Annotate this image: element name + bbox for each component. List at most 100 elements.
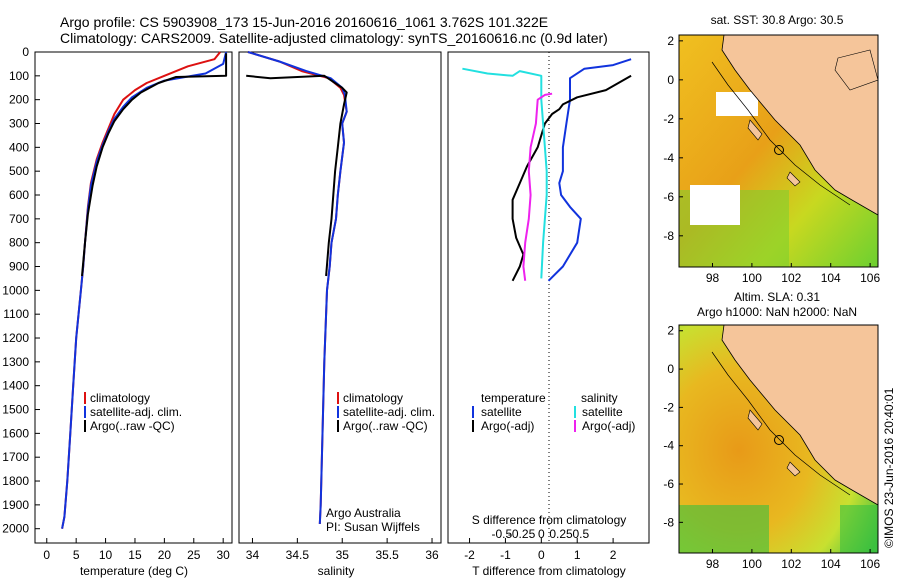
s-tick-label: -0.25 bbox=[508, 527, 536, 541]
x-tick-label: 34.5 bbox=[286, 548, 310, 562]
lat-tick-label: -4 bbox=[663, 151, 674, 165]
legend-label-argo: Argo(..raw -QC) bbox=[343, 419, 428, 433]
legend-label-argo: Argo(..raw -QC) bbox=[90, 419, 175, 433]
legend-label-climatology: climatology bbox=[343, 391, 403, 405]
x-tick-label: 2 bbox=[610, 548, 617, 562]
lat-tick-label: 2 bbox=[667, 324, 674, 338]
difference-series bbox=[462, 58, 632, 282]
lat-tick-label: 2 bbox=[667, 34, 674, 48]
temperature-series bbox=[61, 51, 228, 529]
temperature-xlabel: temperature (deg C) bbox=[80, 564, 188, 578]
pi-note: PI: Susan Wijffels bbox=[326, 520, 420, 534]
argo-position-marker bbox=[774, 145, 784, 155]
series-line-0 bbox=[547, 58, 632, 282]
lon-tick-label: 102 bbox=[781, 271, 801, 285]
lon-tick-label: 106 bbox=[860, 557, 880, 571]
lat-tick-label: -2 bbox=[663, 400, 674, 414]
legend-label-satellite: satellite-adj. clim. bbox=[90, 405, 182, 419]
s-tick-label: 0.25 bbox=[549, 527, 573, 541]
isobath-contour bbox=[711, 61, 851, 206]
depth-tick-label: 1500 bbox=[2, 403, 29, 417]
sst-missing-patch bbox=[716, 92, 758, 116]
legend-label-climatology: climatology bbox=[90, 391, 150, 405]
depth-tick-label: 500 bbox=[9, 164, 29, 178]
sst-map bbox=[679, 35, 878, 267]
legend-label-satellite: satellite-adj. clim. bbox=[343, 405, 435, 419]
depth-tick-label: 1300 bbox=[2, 355, 29, 369]
depth-tick-label: 600 bbox=[9, 188, 29, 202]
sla-map-title2: Argo h1000: NaN h2000: NaN bbox=[697, 305, 857, 319]
depth-tick-label: 1200 bbox=[2, 331, 29, 345]
legend-label-temp-argo: Argo(-adj) bbox=[481, 419, 534, 433]
depth-tick-label: 1000 bbox=[2, 283, 29, 297]
series-line-0 bbox=[247, 51, 348, 524]
series-line-0 bbox=[61, 51, 221, 529]
legend-label-sal-satellite: satellite bbox=[582, 405, 623, 419]
sla-map-axes: 98 100 102 104 106 2 0 -2 -4 -6 -8 bbox=[663, 324, 880, 571]
legend-title-salinity: salinity bbox=[581, 391, 618, 405]
x-tick-label: 20 bbox=[158, 548, 172, 562]
land-mass-island bbox=[834, 49, 878, 91]
salinity-x-axis: 34 34.5 35 35.5 36 bbox=[246, 538, 439, 562]
lat-tick-label: 0 bbox=[667, 73, 674, 87]
series-line-1 bbox=[247, 51, 348, 524]
difference-legend: temperature salinity satellite Argo(-adj… bbox=[472, 391, 635, 433]
small-island bbox=[786, 171, 801, 187]
salinity-legend: climatology satellite-adj. clim. Argo(..… bbox=[337, 391, 435, 433]
x-tick-label: 10 bbox=[99, 548, 113, 562]
isobath-contour bbox=[711, 351, 851, 496]
legend-label-sal-argo: Argo(-adj) bbox=[582, 419, 635, 433]
series-line-2 bbox=[246, 74, 348, 277]
series-line-1 bbox=[61, 51, 228, 529]
lon-tick-label: 102 bbox=[781, 557, 801, 571]
lon-tick-label: 98 bbox=[706, 557, 720, 571]
series-line-2 bbox=[462, 67, 548, 279]
series-line-1 bbox=[511, 74, 632, 282]
lon-tick-label: 106 bbox=[860, 271, 880, 285]
depth-tick-label: 2000 bbox=[2, 522, 29, 536]
depth-tick-label: 800 bbox=[9, 236, 29, 250]
header-line1: Argo profile: CS 5903908_173 15-Jun-2016… bbox=[60, 14, 548, 30]
lat-tick-label: -4 bbox=[663, 439, 674, 453]
lon-tick-label: 104 bbox=[821, 271, 841, 285]
x-tick-label: 36 bbox=[425, 548, 439, 562]
small-island bbox=[747, 119, 763, 141]
series-line-3 bbox=[522, 92, 553, 281]
temperature-panel-frame bbox=[34, 51, 233, 544]
x-tick-label: 15 bbox=[128, 548, 142, 562]
x-tick-label: 34 bbox=[246, 548, 260, 562]
depth-tick-label: 900 bbox=[9, 260, 29, 274]
x-tick-label: 0 bbox=[43, 548, 50, 562]
depth-tick-label: 1100 bbox=[3, 307, 29, 321]
small-island bbox=[747, 409, 763, 431]
depth-tick-label: 0 bbox=[22, 45, 29, 59]
argo-australia-note: Argo Australia bbox=[326, 506, 401, 520]
salinity-xlabel: salinity bbox=[318, 564, 355, 578]
x-tick-label: 5 bbox=[73, 548, 80, 562]
lat-tick-label: -8 bbox=[663, 229, 674, 243]
lon-tick-label: 104 bbox=[821, 557, 841, 571]
temperature-legend: climatology satellite-adj. clim. Argo(..… bbox=[84, 391, 182, 433]
lat-tick-label: -2 bbox=[663, 112, 674, 126]
sst-map-frame bbox=[678, 34, 879, 268]
depth-tick-label: 100 bbox=[9, 69, 29, 83]
s-tick-label: -0.5 bbox=[491, 527, 512, 541]
depth-tick-label: 700 bbox=[9, 212, 29, 226]
s-difference-ticks: -0.5-0.25 0 0.25 0.5 bbox=[491, 527, 589, 541]
t-difference-xlabel: T difference from climatology bbox=[472, 564, 626, 578]
salinity-series bbox=[246, 51, 348, 524]
x-tick-label: 0 bbox=[538, 548, 545, 562]
land-mass bbox=[721, 35, 878, 216]
x-tick-label: -1 bbox=[500, 548, 511, 562]
sst-map-axes: 98 100 102 104 106 2 0 -2 -4 -6 -8 bbox=[663, 34, 880, 285]
depth-tick-label: 1800 bbox=[2, 474, 29, 488]
sla-map bbox=[679, 325, 878, 553]
x-tick-label: -2 bbox=[464, 548, 475, 562]
depth-tick-label: 300 bbox=[9, 117, 29, 131]
s-tick-label: 0.5 bbox=[572, 527, 589, 541]
difference-x-axis: -2 -1 0 1 2 bbox=[464, 538, 617, 562]
lon-tick-label: 98 bbox=[706, 271, 720, 285]
s-difference-label: S difference from climatology bbox=[472, 513, 627, 527]
series-line-2 bbox=[81, 53, 228, 277]
